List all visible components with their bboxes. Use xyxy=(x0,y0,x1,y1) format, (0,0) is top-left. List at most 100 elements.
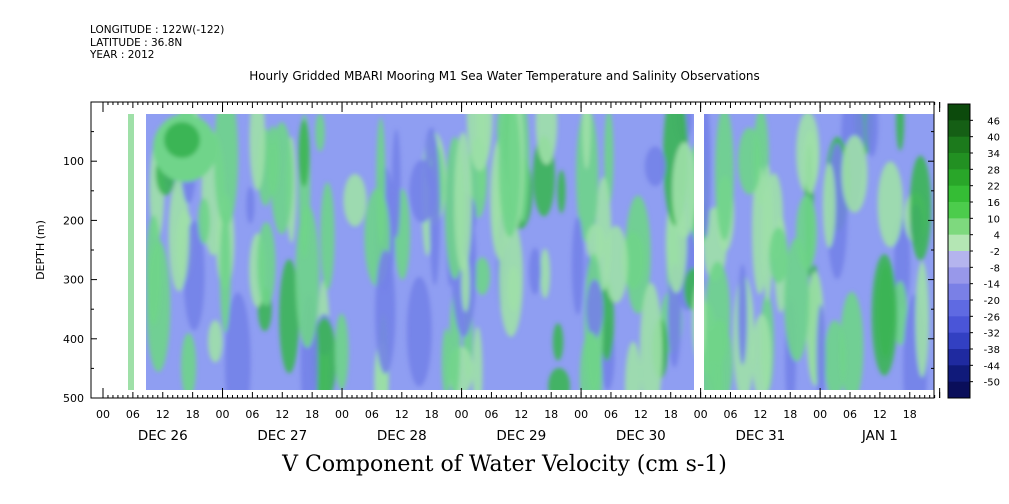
field-blob xyxy=(915,261,929,378)
colorbar-label: -14 xyxy=(984,280,1000,291)
velocity-field xyxy=(91,102,934,398)
field-blob xyxy=(246,186,255,224)
x-hour-label: 12 xyxy=(873,408,887,421)
colorbar-swatch xyxy=(948,120,970,138)
field-blob xyxy=(441,328,452,398)
field-blob xyxy=(164,122,200,158)
axes: 00 06 12 18 00 06 12 18 00 06 12 18 00 06 12 18 00 06 12 18… xyxy=(34,102,941,444)
field-blob xyxy=(198,197,211,244)
field-blob xyxy=(784,237,810,362)
x-hour-label: 00 xyxy=(455,408,469,421)
field-blob xyxy=(312,317,337,398)
data-gap xyxy=(694,102,704,398)
field-strip xyxy=(128,114,134,390)
latitude-label: LATITUDE : 36.8N xyxy=(90,36,183,49)
colorbar-label: 16 xyxy=(987,198,1000,209)
x-hour-label: 00 xyxy=(694,408,708,421)
colorbar-swatch xyxy=(948,185,970,203)
field-blob xyxy=(896,102,905,151)
colorbar-swatch xyxy=(948,136,970,154)
field-blob xyxy=(841,135,868,213)
x-hour-label: 18 xyxy=(186,408,200,421)
field-blob xyxy=(571,216,584,315)
x-hour-label: 12 xyxy=(753,408,767,421)
colorbar-label: -20 xyxy=(984,296,1000,307)
field-blob xyxy=(737,127,762,195)
field-blob xyxy=(737,264,748,365)
colorbar-label: 22 xyxy=(987,182,1000,193)
colorbar-swatch xyxy=(948,267,970,285)
colorbar-swatch xyxy=(948,169,970,187)
field-blob xyxy=(499,219,524,337)
colorbar: 46 40 34 28 22 16 10 4 -2 -8 -14 -20 -26 -32 -38 -44 -50 xyxy=(947,103,1000,399)
field-blob xyxy=(839,291,864,398)
x-hour-label: 06 xyxy=(126,408,140,421)
field-blob xyxy=(769,227,788,284)
colorbar-label: 40 xyxy=(987,133,1000,144)
field-blob xyxy=(586,223,606,262)
colorbar-label: 46 xyxy=(987,116,1000,127)
field-blob xyxy=(320,182,335,290)
field-blob xyxy=(315,113,325,152)
year-label: YEAR : 2012 xyxy=(90,49,155,61)
field-blob xyxy=(822,163,836,248)
field-blob xyxy=(466,102,493,172)
field-blobs xyxy=(145,102,932,398)
field-blob xyxy=(295,205,320,349)
field-blob xyxy=(625,341,642,398)
colorbar-swatch xyxy=(948,381,970,399)
colorbar-label: -50 xyxy=(984,378,1000,389)
field-blob xyxy=(579,332,603,398)
field-blob xyxy=(249,102,266,191)
colorbar-label: -32 xyxy=(984,329,1000,340)
field-blob xyxy=(298,119,310,187)
field-blob xyxy=(548,367,570,398)
field-blob xyxy=(535,102,558,165)
field-blob xyxy=(803,130,818,194)
field-blob xyxy=(207,320,223,363)
field-blob xyxy=(582,102,591,170)
field-blob xyxy=(270,122,293,235)
field-blob xyxy=(751,314,772,398)
field-blob xyxy=(877,161,904,248)
field-blob xyxy=(181,333,197,398)
colorbar-swatch xyxy=(948,234,970,252)
field-blob xyxy=(639,283,663,398)
colorbar-label: -44 xyxy=(984,361,1000,372)
field-blob xyxy=(498,102,521,238)
field-blob xyxy=(145,215,162,326)
field-blob xyxy=(219,210,231,333)
y-tick-label: 200 xyxy=(63,214,84,227)
field-blob xyxy=(279,259,300,374)
x-hour-label: 06 xyxy=(723,408,737,421)
field-blob xyxy=(599,279,615,362)
x-day-label: DEC 30 xyxy=(616,428,666,444)
field-blob xyxy=(391,129,401,239)
y-tick-label: 400 xyxy=(63,333,84,346)
x-axis-title: V Component of Water Velocity (cm s-1) xyxy=(282,452,727,477)
colorbar-swatch xyxy=(948,283,970,301)
x-hour-label: 00 xyxy=(574,408,588,421)
colorbar-swatch xyxy=(948,153,970,170)
colorbar-label: 28 xyxy=(987,165,1000,176)
field-blob xyxy=(168,178,190,292)
field-blob xyxy=(454,132,472,273)
x-hour-label: 00 xyxy=(216,408,230,421)
field-blob xyxy=(376,117,386,247)
y-tick-label: 100 xyxy=(63,155,84,168)
colorbar-label: -38 xyxy=(984,345,1000,356)
colorbar-label: 34 xyxy=(987,149,1000,160)
x-hour-label: 06 xyxy=(604,408,618,421)
field-blob xyxy=(909,155,932,261)
field-blob xyxy=(604,225,628,303)
colorbar-swatch xyxy=(948,218,970,236)
field-blob xyxy=(762,164,774,301)
x-hour-label: 06 xyxy=(484,408,498,421)
field-blob xyxy=(672,142,697,238)
x-hour-label: 06 xyxy=(245,408,259,421)
x-hour-label: 18 xyxy=(305,408,319,421)
colorbar-label: -8 xyxy=(990,263,1000,274)
x-hour-label: 18 xyxy=(425,408,439,421)
field-blob xyxy=(816,304,826,398)
